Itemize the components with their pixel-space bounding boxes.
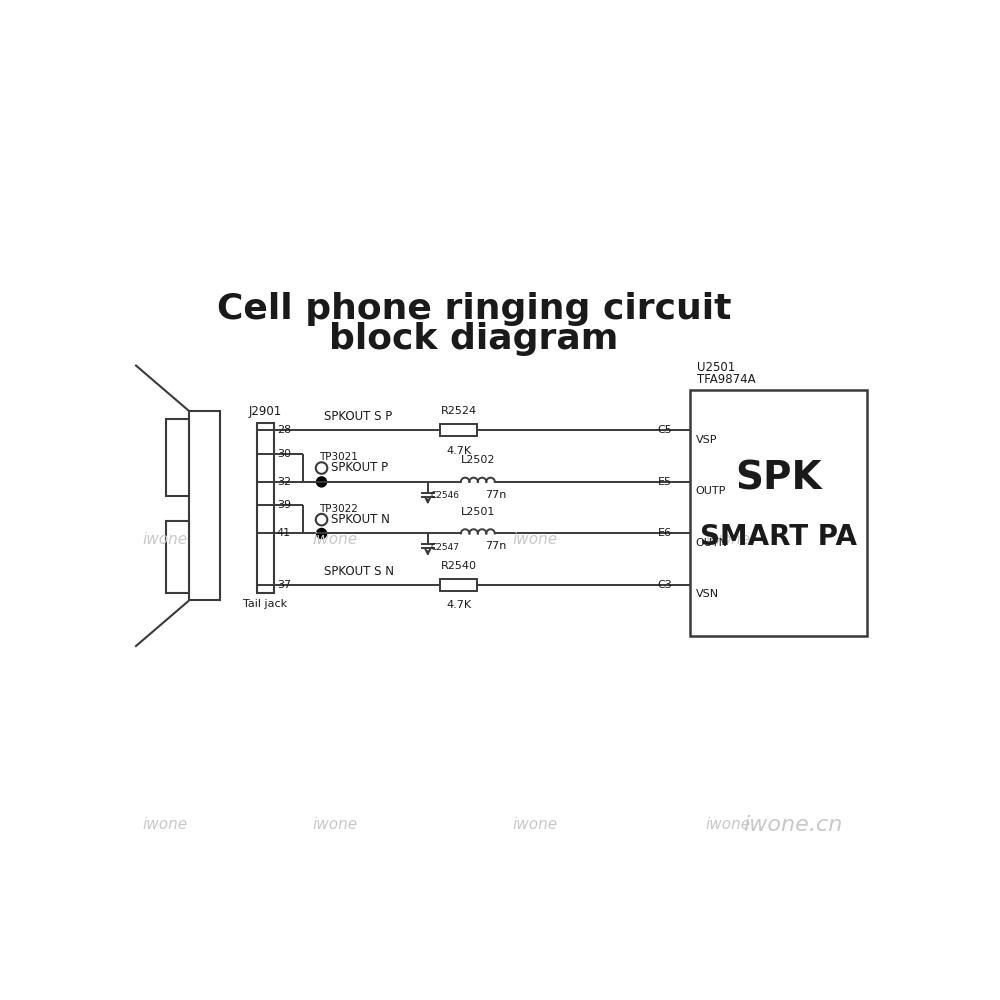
Text: E6: E6 xyxy=(658,528,672,538)
Bar xyxy=(166,419,189,496)
Text: 28: 28 xyxy=(277,425,291,435)
Text: L2502: L2502 xyxy=(461,455,495,465)
Text: TFA9874A: TFA9874A xyxy=(697,373,756,386)
Text: C2547: C2547 xyxy=(431,543,460,552)
Text: block diagram: block diagram xyxy=(329,322,619,356)
Text: iwone.cn: iwone.cn xyxy=(744,815,843,835)
Text: L2501: L2501 xyxy=(461,507,495,517)
Text: iwone: iwone xyxy=(512,817,558,832)
Text: TP3021: TP3021 xyxy=(319,452,358,462)
Text: SPKOUT S N: SPKOUT S N xyxy=(324,565,394,578)
Text: 77n: 77n xyxy=(486,541,507,551)
Bar xyxy=(166,521,189,593)
Text: Cell phone ringing circuit: Cell phone ringing circuit xyxy=(217,292,731,326)
Bar xyxy=(440,424,477,436)
Text: 41: 41 xyxy=(277,528,291,538)
Text: C3: C3 xyxy=(657,580,672,590)
Text: OUTN: OUTN xyxy=(696,538,728,548)
Text: SPKOUT N: SPKOUT N xyxy=(331,513,390,526)
Text: E5: E5 xyxy=(658,477,672,487)
Text: 39: 39 xyxy=(277,500,291,510)
Text: SMART PA: SMART PA xyxy=(700,523,857,551)
Text: OUTP: OUTP xyxy=(696,486,726,496)
Text: VSN: VSN xyxy=(696,589,719,599)
Text: 4.7K: 4.7K xyxy=(446,446,471,456)
Text: 32: 32 xyxy=(277,477,291,487)
Text: J2901: J2901 xyxy=(249,405,282,418)
Text: C5: C5 xyxy=(657,425,672,435)
Text: SPKOUT P: SPKOUT P xyxy=(331,461,388,474)
Text: iwone: iwone xyxy=(143,817,188,832)
Bar xyxy=(690,389,867,636)
Text: iwone: iwone xyxy=(143,532,188,547)
Text: iwone: iwone xyxy=(512,532,558,547)
Text: iwone: iwone xyxy=(312,817,357,832)
Text: iwone: iwone xyxy=(705,817,750,832)
Text: 4.7K: 4.7K xyxy=(446,600,471,610)
Circle shape xyxy=(317,477,327,487)
Bar xyxy=(440,579,477,591)
Circle shape xyxy=(317,528,327,538)
Text: 77n: 77n xyxy=(486,490,507,500)
Text: TP3022: TP3022 xyxy=(319,504,358,514)
Text: iwone: iwone xyxy=(312,532,357,547)
Text: R2540: R2540 xyxy=(441,561,477,571)
Text: 37: 37 xyxy=(277,580,291,590)
Text: VSP: VSP xyxy=(696,435,717,445)
Text: SPK: SPK xyxy=(735,459,821,497)
Bar xyxy=(257,423,274,593)
Text: SPKOUT S P: SPKOUT S P xyxy=(324,410,393,423)
Bar xyxy=(189,411,220,600)
Text: U2501: U2501 xyxy=(697,361,736,374)
Text: R2524: R2524 xyxy=(441,406,477,416)
Text: iwone: iwone xyxy=(705,532,750,547)
Text: Tail jack: Tail jack xyxy=(243,599,287,609)
Text: 30: 30 xyxy=(277,449,291,459)
Text: C2546: C2546 xyxy=(431,491,460,500)
